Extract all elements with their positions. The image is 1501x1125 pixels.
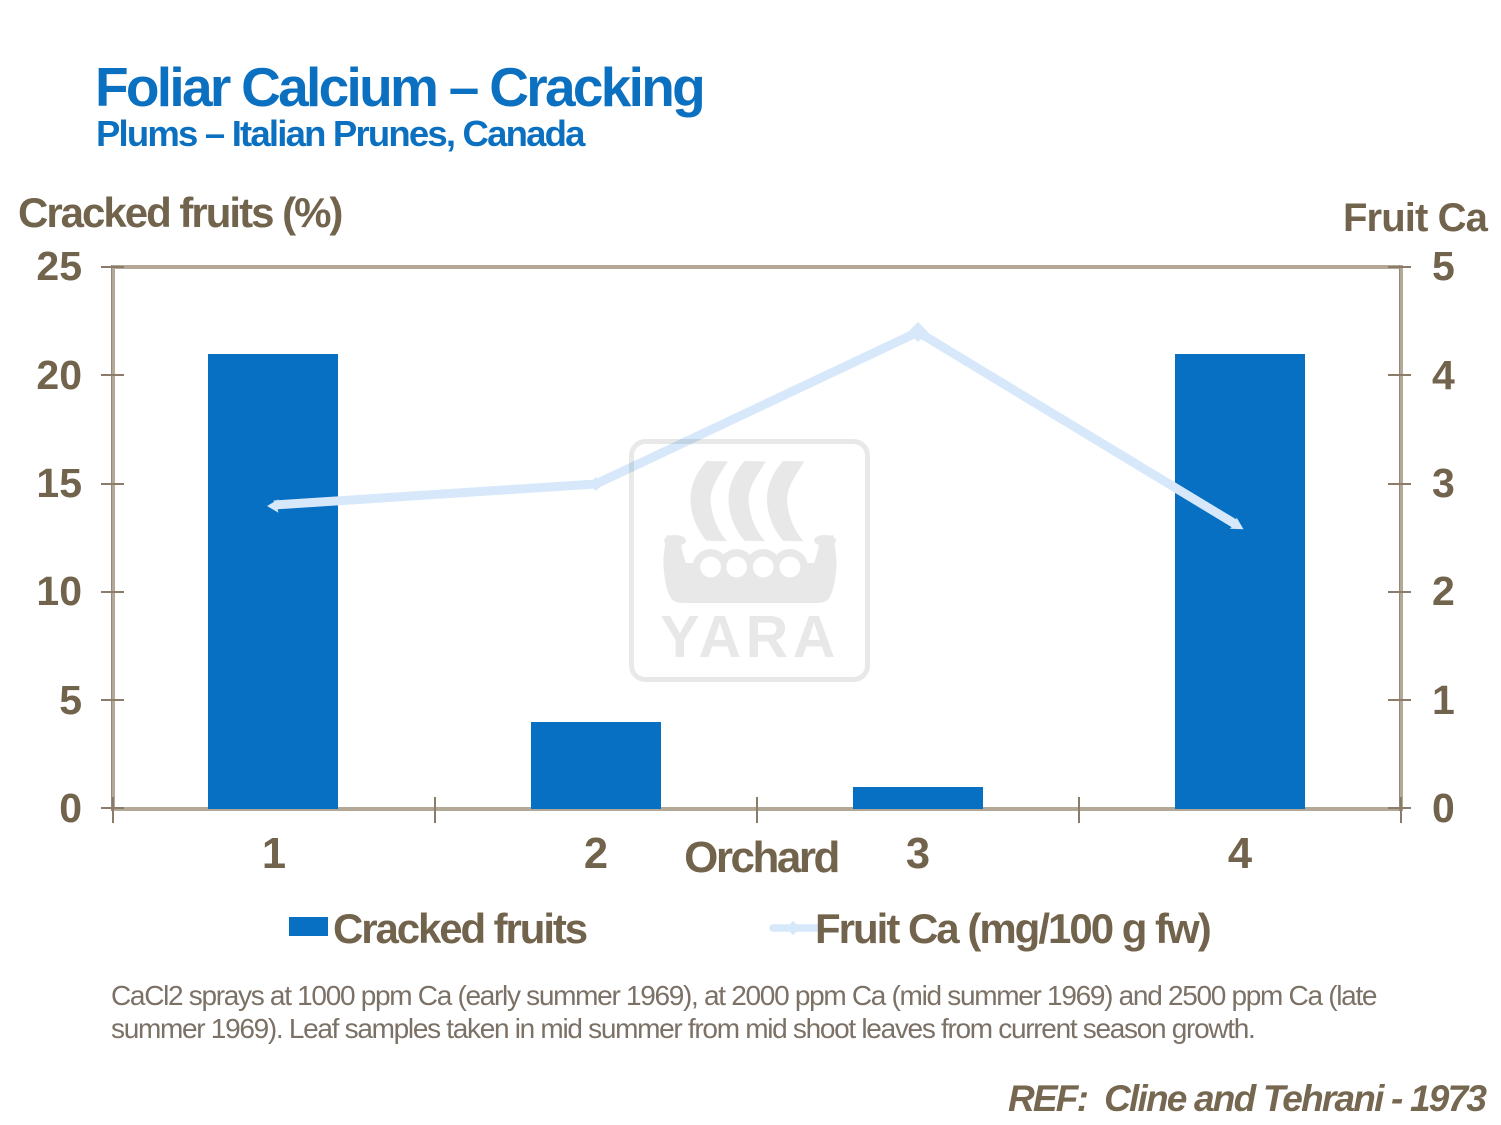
svg-text:YARA: YARA [660,604,840,670]
